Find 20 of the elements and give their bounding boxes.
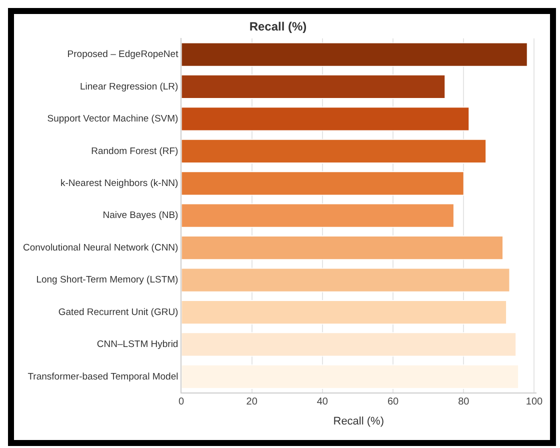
y-tick-label: Proposed – EdgeRopeNet — [67, 49, 179, 60]
x-tick-label: 80 — [458, 396, 470, 408]
x-tick-label: 40 — [316, 396, 328, 408]
y-tick-label: CNN–LSTM Hybrid — [96, 339, 178, 350]
x-tick-label: 100 — [526, 396, 544, 408]
y-tick-label: Support Vector Machine (SVM) — [47, 114, 178, 125]
y-tick-label: Naive Bayes (NB) — [102, 210, 178, 222]
y-tick-label: Gated Recurrent Unit (GRU) — [58, 306, 178, 318]
frame: Recall (%) Recall (%) 0 20 40 60 80 100 Proposed – EdgeRopeNet Linear Regression (LR) Support Vector Machine (SVM) Random Forest (RF) k-Nearest Neighbors (k-NN) Naive Bayes (NB) Convolutional Neural Network (CNN) Long Short-Term Memory (LSTM) Gated Recurrent Unit (GRU) CNN–LSTM Hybrid Transformer-based Temporal Model — [8, 8, 556, 446]
x-tick-label: 60 — [387, 396, 400, 408]
x-axis-title: Recall (%) — [333, 415, 384, 428]
y-tick-label: k-Nearest Neighbors (k-NN) — [60, 178, 178, 190]
y-tick-label: Transformer-based Temporal Model — [28, 371, 178, 382]
x-tick-label: 0 — [178, 396, 184, 408]
y-tick-label: Random Forest (RF) — [91, 146, 178, 157]
x-tick-label: 20 — [246, 396, 258, 408]
y-tick-label: Linear Regression (LR) — [80, 81, 178, 92]
chart-title: Recall (%) — [249, 20, 307, 34]
y-tick-label: Convolutional Neural Network (CNN) — [22, 242, 178, 254]
y-tick-label: Long Short-Term Memory (LSTM) — [36, 274, 178, 286]
